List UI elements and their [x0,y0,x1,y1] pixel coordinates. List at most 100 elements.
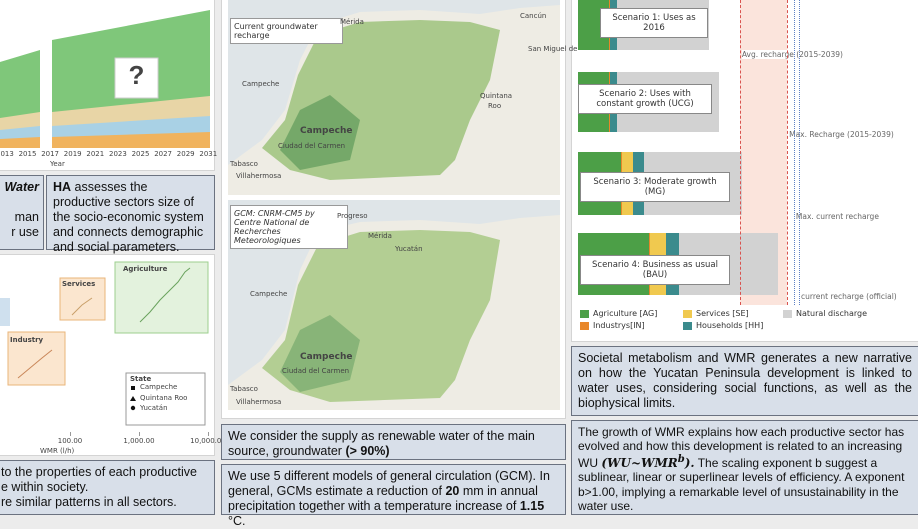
x-tick-label: 2023 [109,150,127,158]
x-tick [139,432,140,436]
legend-swatch [783,310,792,318]
cut-text-box: Water man r use [0,175,44,250]
text-line: re similar patterns in all sectors. [1,495,177,509]
ha-text: HA assesses the productive sectors size … [46,175,215,254]
map-1 [228,0,560,195]
x-tick [208,432,209,436]
legend-label: Campeche [140,383,178,391]
text-run: The scaling exponent b suggest a subline… [578,455,905,513]
recharge-high [280,95,360,170]
bottom-text-box: to the properties of each productive e wi… [0,460,215,515]
legend-label: Households [HH] [696,321,764,330]
scenario-label: Scenario 1: Uses as 2016 [600,8,708,38]
place-label: Progreso [337,212,368,220]
x-tick-label: 2017 [41,150,60,158]
place-label: Roo [488,102,502,110]
text-line: e within society. [1,480,89,494]
place-label: Quintana [480,92,513,100]
text-run: (WU~WMR [601,455,678,470]
x-tick-label: 2015 [18,150,37,158]
place-label: Tabasco [230,160,258,168]
reference-label: Max. Recharge (2015-2039) [789,130,894,139]
area [0,137,40,148]
group-label: Agriculture [123,265,168,273]
x-tick [70,432,71,436]
gcm-text: We use 5 different models of general cir… [221,464,566,528]
legend-marker [131,386,135,390]
place-label: Villahermosa [236,398,282,406]
text-run: assesses the productive sectors size of … [53,180,204,254]
area [52,132,210,148]
legend-swatch [580,322,589,330]
legend-title: State [130,375,152,383]
map-title: GCM: CNRM-CM5 by Centre National de Rech… [230,205,348,249]
place-label: Yucatán [395,245,423,253]
reference-line [799,0,800,305]
text-run: mm in annual precipitation together with… [228,484,538,513]
projected-high [280,315,360,392]
reference-line [739,0,741,305]
group-box [114,261,209,334]
reference-label: Max. current recharge [795,212,879,221]
group-box [59,277,106,321]
place-label: Mérida [340,18,364,26]
text-run: We use 5 different models of general cir… [228,469,550,498]
legend-box [125,372,206,426]
reference-label: Avg. recharge (2015-2039) [741,50,843,59]
legend-swatch [683,310,692,318]
map-title: Current groundwater recharge [230,18,343,44]
place-label: Campeche [300,126,353,136]
text-run: Societal metabolism and WMR generates a … [578,351,912,410]
place-label: Ciudad del Carmen [278,142,346,150]
text-run: 1.15 [519,499,545,513]
x-tick-label: 100.00 [57,437,83,445]
text-run: HA [53,180,72,194]
trajectory [139,267,191,323]
place-label: Campeche [250,290,288,298]
supply-text: We consider the supply as renewable wate… [221,424,566,460]
x-tick-label: 1,000.00 [123,437,155,445]
scatter-decor [0,261,209,426]
place-label: Campeche [300,352,353,362]
text-run: We consider the supply as renewable wate… [228,429,535,458]
place-label: Cancún [520,12,547,20]
trajectory [17,349,53,379]
x-tick-label: 2027 [154,150,173,158]
x-tick-label: 2021 [86,150,105,158]
scenario-label: Scenario 2: Uses with constant growth (U… [578,84,712,114]
place-label: Villahermosa [236,172,282,180]
text-run: ). [684,455,695,470]
legend-label: Industrys[IN] [593,321,645,330]
group-box [0,298,10,326]
figures [0,0,560,426]
x-tick-label: 2031 [199,150,218,158]
legend-swatch [580,310,589,318]
scenario-label: Scenario 3: Moderate growth (MG) [580,172,730,202]
x-axis-label: Year [50,160,65,168]
place-label: Campeche [242,80,280,88]
placeholder: ? [128,60,145,90]
legend-label: Agriculture [AG] [593,309,658,318]
x-tick-label: 10,000.00 [190,437,226,445]
place-label: San Miguel de [528,45,578,53]
placeholder-box [114,57,159,99]
text-run: The growth of WMR explains how each prod… [578,425,905,470]
narrative-text: Societal metabolism and WMR generates a … [571,346,918,416]
text-line: man [14,210,39,224]
x-axis-label: WMR (l/h) [40,447,75,455]
area-chart [0,10,210,148]
text-run: (> 90%) [345,444,390,458]
legend-label: Services [SE] [696,309,749,318]
place-label: Tabasco [230,385,258,393]
text-run: b [677,453,685,465]
x-tick-label: 2019 [63,150,82,158]
trajectory [71,297,93,316]
legend-marker [130,396,136,401]
place-label: Ciudad del Carmen [282,367,350,375]
growth-text: The growth of WMR explains how each prod… [571,420,918,515]
group-label: Services [62,280,96,288]
text-line: r use [11,225,39,239]
reference-label: current recharge (official) [801,292,897,301]
legend-label: Yucatán [140,404,168,412]
